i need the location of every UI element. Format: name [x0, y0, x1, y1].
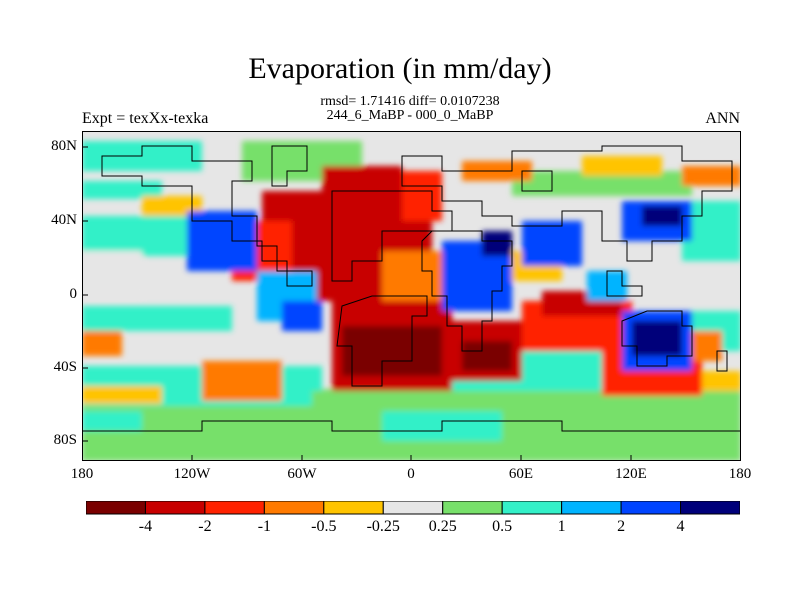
colorbar-label: -4 — [138, 518, 153, 535]
stats-block: rmsd= 1.71416 diff= 0.0107238 244_6_MaBP… — [0, 95, 800, 123]
lon-tick-label: 0 — [407, 466, 415, 482]
colorbar-label: -0.5 — [311, 518, 337, 535]
colorbar-label: 0.5 — [492, 518, 513, 535]
coastlines — [82, 145, 741, 432]
lon-tick-label: 180 — [728, 466, 752, 482]
lon-tick-label: 60E — [508, 466, 534, 482]
colorbar-swatch — [144, 501, 206, 515]
colorbar-swatch — [680, 501, 740, 515]
colorbar-swatch — [382, 501, 444, 515]
colorbar-swatch — [86, 501, 146, 515]
lat-tick-label: 80S — [53, 432, 77, 448]
colorbar-label: -2 — [198, 518, 212, 535]
colorbar-label: 2 — [617, 518, 626, 535]
colorbar-label: -0.25 — [366, 518, 400, 535]
lon-tick-label: 120E — [615, 466, 647, 482]
colorbar-label: 4 — [676, 518, 685, 535]
lon-tick-label: 60W — [287, 466, 317, 482]
lon-tick-label: 120W — [173, 466, 211, 482]
colorbar-label: 0.25 — [428, 518, 457, 535]
tick-marks — [82, 146, 632, 461]
lat-tick-label: 40S — [53, 359, 77, 375]
colorbar-swatch — [561, 501, 622, 515]
season-label: ANN — [705, 110, 740, 127]
colorbar-swatch — [442, 501, 503, 515]
lat-tick-label: 0 — [69, 286, 78, 302]
colorbar-label: 1 — [557, 518, 566, 535]
colorbar-swatch — [263, 501, 325, 515]
colorbar — [86, 501, 740, 515]
map-title: Evaporation (in mm/day) — [248, 52, 552, 85]
lat-tick-label: 80N — [51, 138, 77, 154]
stats-line: rmsd= 1.71416 diff= 0.0107238 — [320, 94, 500, 109]
colorbar-swatch — [204, 501, 265, 515]
subtitle: 244_6_MaBP - 000_0_MaBP — [326, 108, 494, 123]
colorbar-label: -1 — [257, 518, 272, 535]
experiment-label: Expt = texXx-texka — [82, 110, 209, 127]
evaporation-map — [82, 131, 741, 461]
lon-tick-label: 180 — [70, 466, 94, 482]
colorbar-swatch — [323, 501, 384, 515]
lat-tick-label: 40N — [51, 212, 77, 228]
colorbar-swatch — [501, 501, 563, 515]
colorbar-swatch — [620, 501, 682, 515]
